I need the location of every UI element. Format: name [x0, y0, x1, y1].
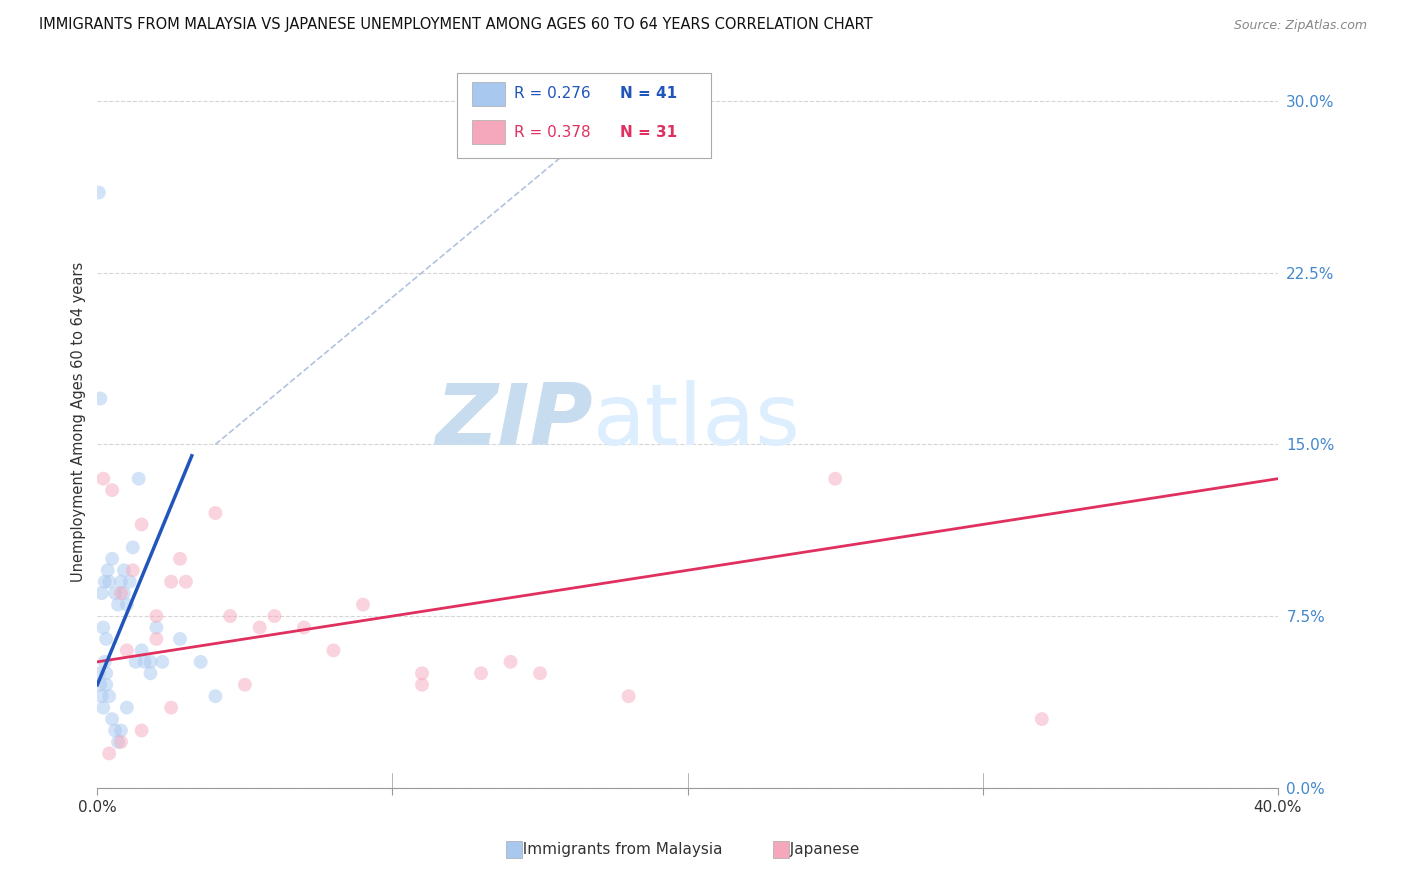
Point [110, 586, 132, 600]
Point [110, 574, 132, 589]
Point [118, 574, 141, 589]
Point [101, 712, 124, 726]
Point [529, 666, 551, 681]
Point [101, 551, 124, 566]
Point [169, 551, 191, 566]
Point [98, 574, 121, 589]
Point [87, 666, 110, 681]
Text: Source: ZipAtlas.com: Source: ZipAtlas.com [1233, 19, 1367, 31]
Point [139, 666, 162, 681]
Point [824, 472, 846, 486]
Text: R = 0.276: R = 0.276 [515, 87, 591, 102]
Point [91, 620, 114, 634]
Point [90, 586, 112, 600]
Point [125, 655, 148, 669]
Text: IMMIGRANTS FROM MALAYSIA VS JAPANESE UNEMPLOYMENT AMONG AGES 60 TO 64 YEARS CORR: IMMIGRANTS FROM MALAYSIA VS JAPANESE UNE… [39, 17, 873, 31]
Point [96, 678, 118, 692]
Point [190, 655, 212, 669]
Point [104, 586, 127, 600]
Point [1031, 712, 1053, 726]
Point [107, 598, 129, 612]
Point [145, 620, 167, 634]
Point [107, 735, 129, 749]
Point [352, 598, 374, 612]
Point [115, 643, 138, 657]
Point [131, 723, 153, 738]
Point [91, 472, 114, 486]
Point [131, 643, 153, 657]
Point [112, 563, 135, 577]
Point [98, 689, 121, 703]
Point [89, 392, 111, 406]
Point [115, 700, 138, 714]
Point [145, 632, 167, 646]
Point [499, 655, 522, 669]
Point [174, 574, 197, 589]
Point [121, 563, 143, 577]
Point [139, 655, 162, 669]
Point [93, 655, 115, 669]
Text: N = 41: N = 41 [620, 87, 678, 102]
Point [233, 678, 256, 692]
Point [263, 609, 285, 624]
Point [97, 563, 120, 577]
Point [104, 723, 127, 738]
Text: Japanese: Japanese [780, 842, 859, 856]
Text: atlas: atlas [593, 380, 801, 463]
Point [87, 186, 110, 200]
Point [112, 586, 135, 600]
Text: Immigrants from Malaysia: Immigrants from Malaysia [513, 842, 723, 856]
Bar [471, 120, 505, 144]
Point [204, 689, 226, 703]
Point [322, 643, 344, 657]
Point [110, 723, 132, 738]
Point [93, 574, 115, 589]
Point [115, 598, 138, 612]
Text: N = 31: N = 31 [620, 125, 678, 139]
Point [411, 666, 433, 681]
Point [249, 620, 271, 634]
Text: R = 0.378: R = 0.378 [515, 125, 591, 139]
Point [131, 517, 153, 532]
Point [160, 700, 183, 714]
Point [110, 735, 132, 749]
Point [411, 678, 433, 692]
Point [292, 620, 315, 634]
Bar [457, 73, 711, 158]
Y-axis label: Unemployment Among Ages 60 to 64 years: Unemployment Among Ages 60 to 64 years [72, 261, 86, 582]
Point [89, 678, 111, 692]
Point [91, 700, 114, 714]
Point [160, 574, 183, 589]
Point [101, 483, 124, 497]
Point [470, 666, 492, 681]
Text: ZIP: ZIP [436, 380, 593, 463]
Point [204, 506, 226, 520]
Point [134, 655, 156, 669]
Point [169, 632, 191, 646]
Point [617, 689, 640, 703]
Point [121, 541, 143, 555]
Point [96, 632, 118, 646]
Point [90, 689, 112, 703]
Point [128, 472, 150, 486]
Point [96, 666, 118, 681]
Point [145, 609, 167, 624]
Point [98, 747, 121, 761]
Point [219, 609, 242, 624]
Bar [471, 82, 505, 105]
Point [150, 655, 173, 669]
